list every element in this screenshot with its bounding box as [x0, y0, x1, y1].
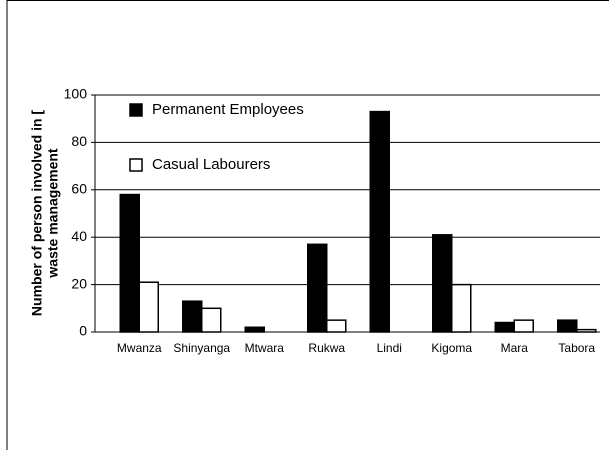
bar: [182, 300, 203, 333]
y-axis-label: Number of person involved in [: [29, 110, 45, 316]
bar: [576, 328, 597, 333]
bar: [326, 319, 347, 333]
x-tick-label: Tabora: [558, 341, 595, 355]
x-tick-label: Lindi: [377, 341, 402, 355]
bar: [494, 321, 515, 333]
bar: [244, 326, 265, 333]
y-axis-label: waste management: [45, 148, 61, 278]
x-tick-label: Mara: [501, 341, 529, 355]
bar: [513, 319, 534, 333]
y-tick-label: 20: [71, 275, 87, 291]
bar: [307, 243, 328, 333]
bar: [138, 281, 159, 333]
y-tick-label: 100: [64, 86, 88, 102]
x-tick-label: Mwanza: [117, 341, 162, 355]
x-tick-label: Kigoma: [431, 341, 472, 355]
y-tick-label: 40: [71, 228, 87, 244]
legend-label: Casual Labourers: [152, 156, 270, 173]
y-tick-label: 80: [71, 133, 87, 149]
bar: [201, 307, 222, 333]
x-tick-label: Shinyanga: [173, 341, 230, 355]
legend-label: Permanent Employees: [152, 101, 304, 118]
legend-swatch: [129, 103, 143, 117]
y-tick-label: 60: [71, 181, 87, 197]
bar: [451, 283, 472, 333]
bar: [369, 110, 390, 333]
bar: [119, 193, 140, 333]
legend-swatch: [129, 158, 143, 172]
bar: [432, 234, 453, 333]
bar: [557, 319, 578, 333]
y-tick-label: 0: [79, 323, 87, 339]
x-tick-label: Mtwara: [245, 341, 285, 355]
x-tick-label: Rukwa: [308, 341, 345, 355]
